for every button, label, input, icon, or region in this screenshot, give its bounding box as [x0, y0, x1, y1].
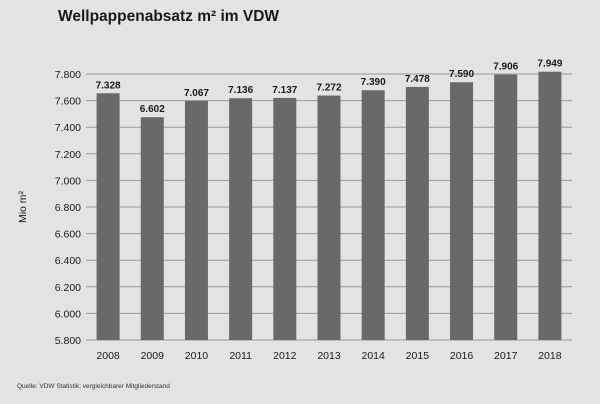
- chart-title: Wellpappenabsatz m² im VDW: [58, 8, 280, 25]
- y-tick-label: 7.400: [55, 122, 81, 134]
- y-tick-label: 6.600: [55, 229, 81, 241]
- y-axis-label: Mio m²: [17, 190, 29, 223]
- data-label: 7.949: [537, 59, 562, 70]
- bar: [273, 97, 297, 340]
- data-label: 7.067: [184, 88, 209, 99]
- y-tick-label: 5.800: [55, 335, 81, 347]
- x-tick-label: 2014: [362, 350, 386, 362]
- bar: [317, 95, 341, 341]
- data-label: 7.390: [361, 77, 386, 88]
- x-tick-label: 2018: [538, 350, 562, 362]
- y-tick-label: 7.000: [55, 175, 81, 187]
- data-label: 7.478: [405, 74, 430, 85]
- data-label: 7.136: [228, 85, 253, 96]
- bar: [450, 82, 474, 340]
- y-tick-label: 6.200: [55, 282, 81, 294]
- x-tick-label: 2016: [450, 350, 474, 362]
- bar: [538, 71, 562, 340]
- y-tick-label: 7.200: [55, 149, 81, 161]
- x-tick-label: 2011: [229, 350, 252, 362]
- x-tick-label: 2015: [406, 350, 430, 362]
- bar: [140, 117, 164, 340]
- x-tick-label: 2009: [141, 350, 165, 362]
- bar: [361, 90, 385, 340]
- y-tick-label: 7.600: [55, 96, 81, 108]
- x-tick-label: 2012: [273, 350, 297, 362]
- bar: [184, 100, 208, 340]
- data-label: 7.272: [316, 83, 341, 94]
- x-tick-label: 2017: [494, 350, 518, 362]
- bar: [96, 93, 120, 340]
- data-label: 7.328: [96, 80, 121, 91]
- source-note: Quelle: VDW Statistik; vergleichbarer Mi…: [17, 383, 170, 390]
- y-tick-label: 6.800: [55, 202, 81, 214]
- data-label: 7.906: [493, 62, 518, 73]
- y-tick-label: 6.000: [55, 308, 81, 320]
- data-label: 6.602: [140, 104, 165, 115]
- y-tick-label: 7.800: [55, 69, 81, 81]
- data-label: 7.590: [449, 69, 474, 80]
- x-tick-label: 2010: [185, 350, 209, 362]
- bar: [405, 86, 429, 340]
- bar: [494, 74, 518, 341]
- bar: [229, 98, 253, 341]
- x-tick-label: 2013: [317, 350, 341, 362]
- y-tick-label: 6.400: [55, 255, 81, 267]
- x-tick-label: 2008: [96, 350, 120, 362]
- data-label: 7.137: [272, 85, 297, 96]
